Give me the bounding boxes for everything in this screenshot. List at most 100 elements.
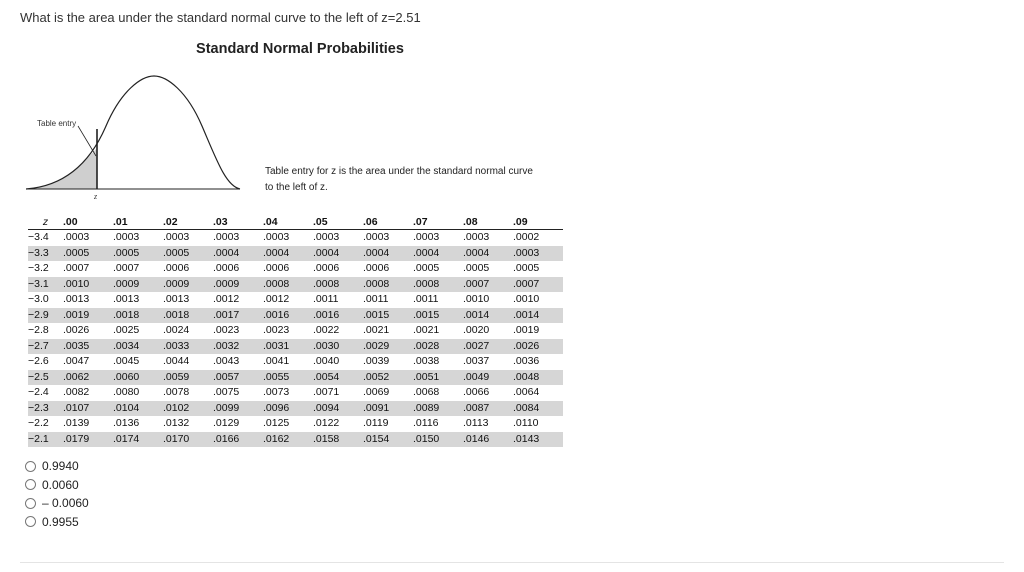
table-cell: .0091 [363,400,413,416]
shaded-left-tail [26,148,97,189]
table-cell: .0007 [63,262,90,274]
table-cell: .0010 [63,276,113,292]
table-cell: .0004 [463,245,513,261]
table-cell: .0021 [363,324,390,336]
question-text: What is the area under the standard norm… [20,10,421,25]
table-cell: .0003 [463,231,490,243]
table-cell: .0136 [113,417,140,429]
column-header: .00 [63,215,113,230]
table-row: −2.3.0107.0104.0102.0099.0096.0094.0091.… [28,400,563,416]
z-value-cell: −3.1 [28,276,63,292]
table-cell: .0008 [363,276,413,292]
table-cell: .0015 [413,307,463,323]
radio-button[interactable] [25,479,36,491]
table-row: −2.9.0019.0018.0018.0017.0016.0016.0015.… [28,307,563,323]
table-cell: .0139 [63,417,90,429]
table-cell: .0039 [363,355,390,367]
z-value-cell: −3.2 [28,262,49,274]
table-cell: .0002 [513,231,540,243]
radio-button[interactable] [25,497,36,509]
table-cell: .0025 [113,324,140,336]
table-cell: .0019 [63,307,113,323]
table-cell: .0075 [213,386,240,398]
table-row: −3.2 .0007 .0007 .0006 .0006 .0006 .0006 .0006.… [28,261,563,277]
table-cell: .0032 [213,338,263,354]
table-cell: .0064 [513,386,540,398]
table-cell: .0026 [63,324,90,336]
table-cell: .0013 [113,293,140,305]
table-cell: .0012 [213,293,240,305]
table-cell: .0110 [513,417,539,429]
table-row: −2.1.0179.0174.0170.0166.0162.0158.0154.… [28,431,563,447]
table-cell: .0166 [213,431,263,447]
table-cell: .0011 [363,293,389,305]
z-value-cell: −2.3 [28,400,63,416]
radio-button[interactable] [25,516,36,528]
table-cell: .0026 [513,338,563,354]
answer-option-2[interactable]: 0.0060 [25,476,89,495]
table-cell: .0043 [213,355,240,367]
column-header: .08 [463,215,513,230]
column-header: .09 [513,215,563,230]
table-cell: .0047 [63,355,90,367]
table-cell: .0019 [513,324,540,336]
table-row: −2.8 .0026 .0025 .0024 .0023 .0023 .0022 .0021.… [28,323,563,339]
radio-button[interactable] [25,460,36,472]
table-cell: .0003 [513,245,563,261]
table-cell: .0003 [263,231,290,243]
table-cell: .0013 [163,293,190,305]
table-cell: .0013 [63,293,90,305]
table-row: −2.7.0035.0034.0033.0032.0031.0030.0029.… [28,338,563,354]
table-cell: .0034 [113,338,163,354]
table-cell: .0003 [413,231,440,243]
table-cell: .0003 [363,231,390,243]
table-cell: .0073 [263,386,290,398]
z-value-cell: −2.8 [28,324,49,336]
answer-option-4[interactable]: 0.9955 [25,513,89,532]
table-cell: .0045 [113,355,140,367]
table-cell: .0005 [413,262,440,274]
answer-option-label: 0.9940 [42,459,79,474]
z-value-cell: −2.2 [28,417,49,429]
table-cell: .0113 [463,417,489,429]
table-cell: .0003 [213,231,240,243]
table-cell: .0018 [163,307,213,323]
table-cell: .0023 [213,324,240,336]
z-value-cell: −2.4 [28,386,49,398]
column-header: .05 [313,215,363,230]
table-cell: .0009 [163,276,213,292]
table-note-line2: to the left of z. [265,182,328,193]
z-value-cell: −2.5 [28,369,63,385]
table-cell: .0010 [513,293,540,305]
table-cell: .0009 [113,276,163,292]
table-cell: .0099 [213,400,263,416]
z-value-cell: −2.1 [28,431,63,447]
table-row: −3.3.0005.0005.0005.0004.0004.0004.0004.… [28,245,563,261]
table-cell: .0119 [363,417,389,429]
table-cell: .0029 [363,338,413,354]
table-cell: .0071 [313,386,340,398]
table-cell: .0143 [513,431,563,447]
table-cell: .0015 [363,307,413,323]
table-cell: .0104 [113,400,163,416]
table-cell: .0150 [413,431,463,447]
figure-title: Standard Normal Probabilities [196,41,404,57]
table-cell: .0102 [163,400,213,416]
z-column-header: z [28,215,63,230]
table-cell: .0005 [163,245,213,261]
table-cell: .0011 [413,293,439,305]
answer-option-label: 0.0060 [42,477,79,492]
table-cell: .0005 [113,245,163,261]
table-cell: .0004 [213,245,263,261]
table-cell: .0022 [313,324,340,336]
z-value-cell: −2.7 [28,338,63,354]
table-cell: .0016 [313,307,363,323]
table-cell: .0036 [513,355,540,367]
table-cell: .0005 [513,262,540,274]
answer-option-1[interactable]: 0.9940 [25,457,89,476]
answer-option-3[interactable]: – 0.0060 [25,494,89,513]
table-cell: .0016 [263,307,313,323]
table-cell: .0008 [313,276,363,292]
column-header: .04 [263,215,313,230]
table-cell: .0089 [413,400,463,416]
